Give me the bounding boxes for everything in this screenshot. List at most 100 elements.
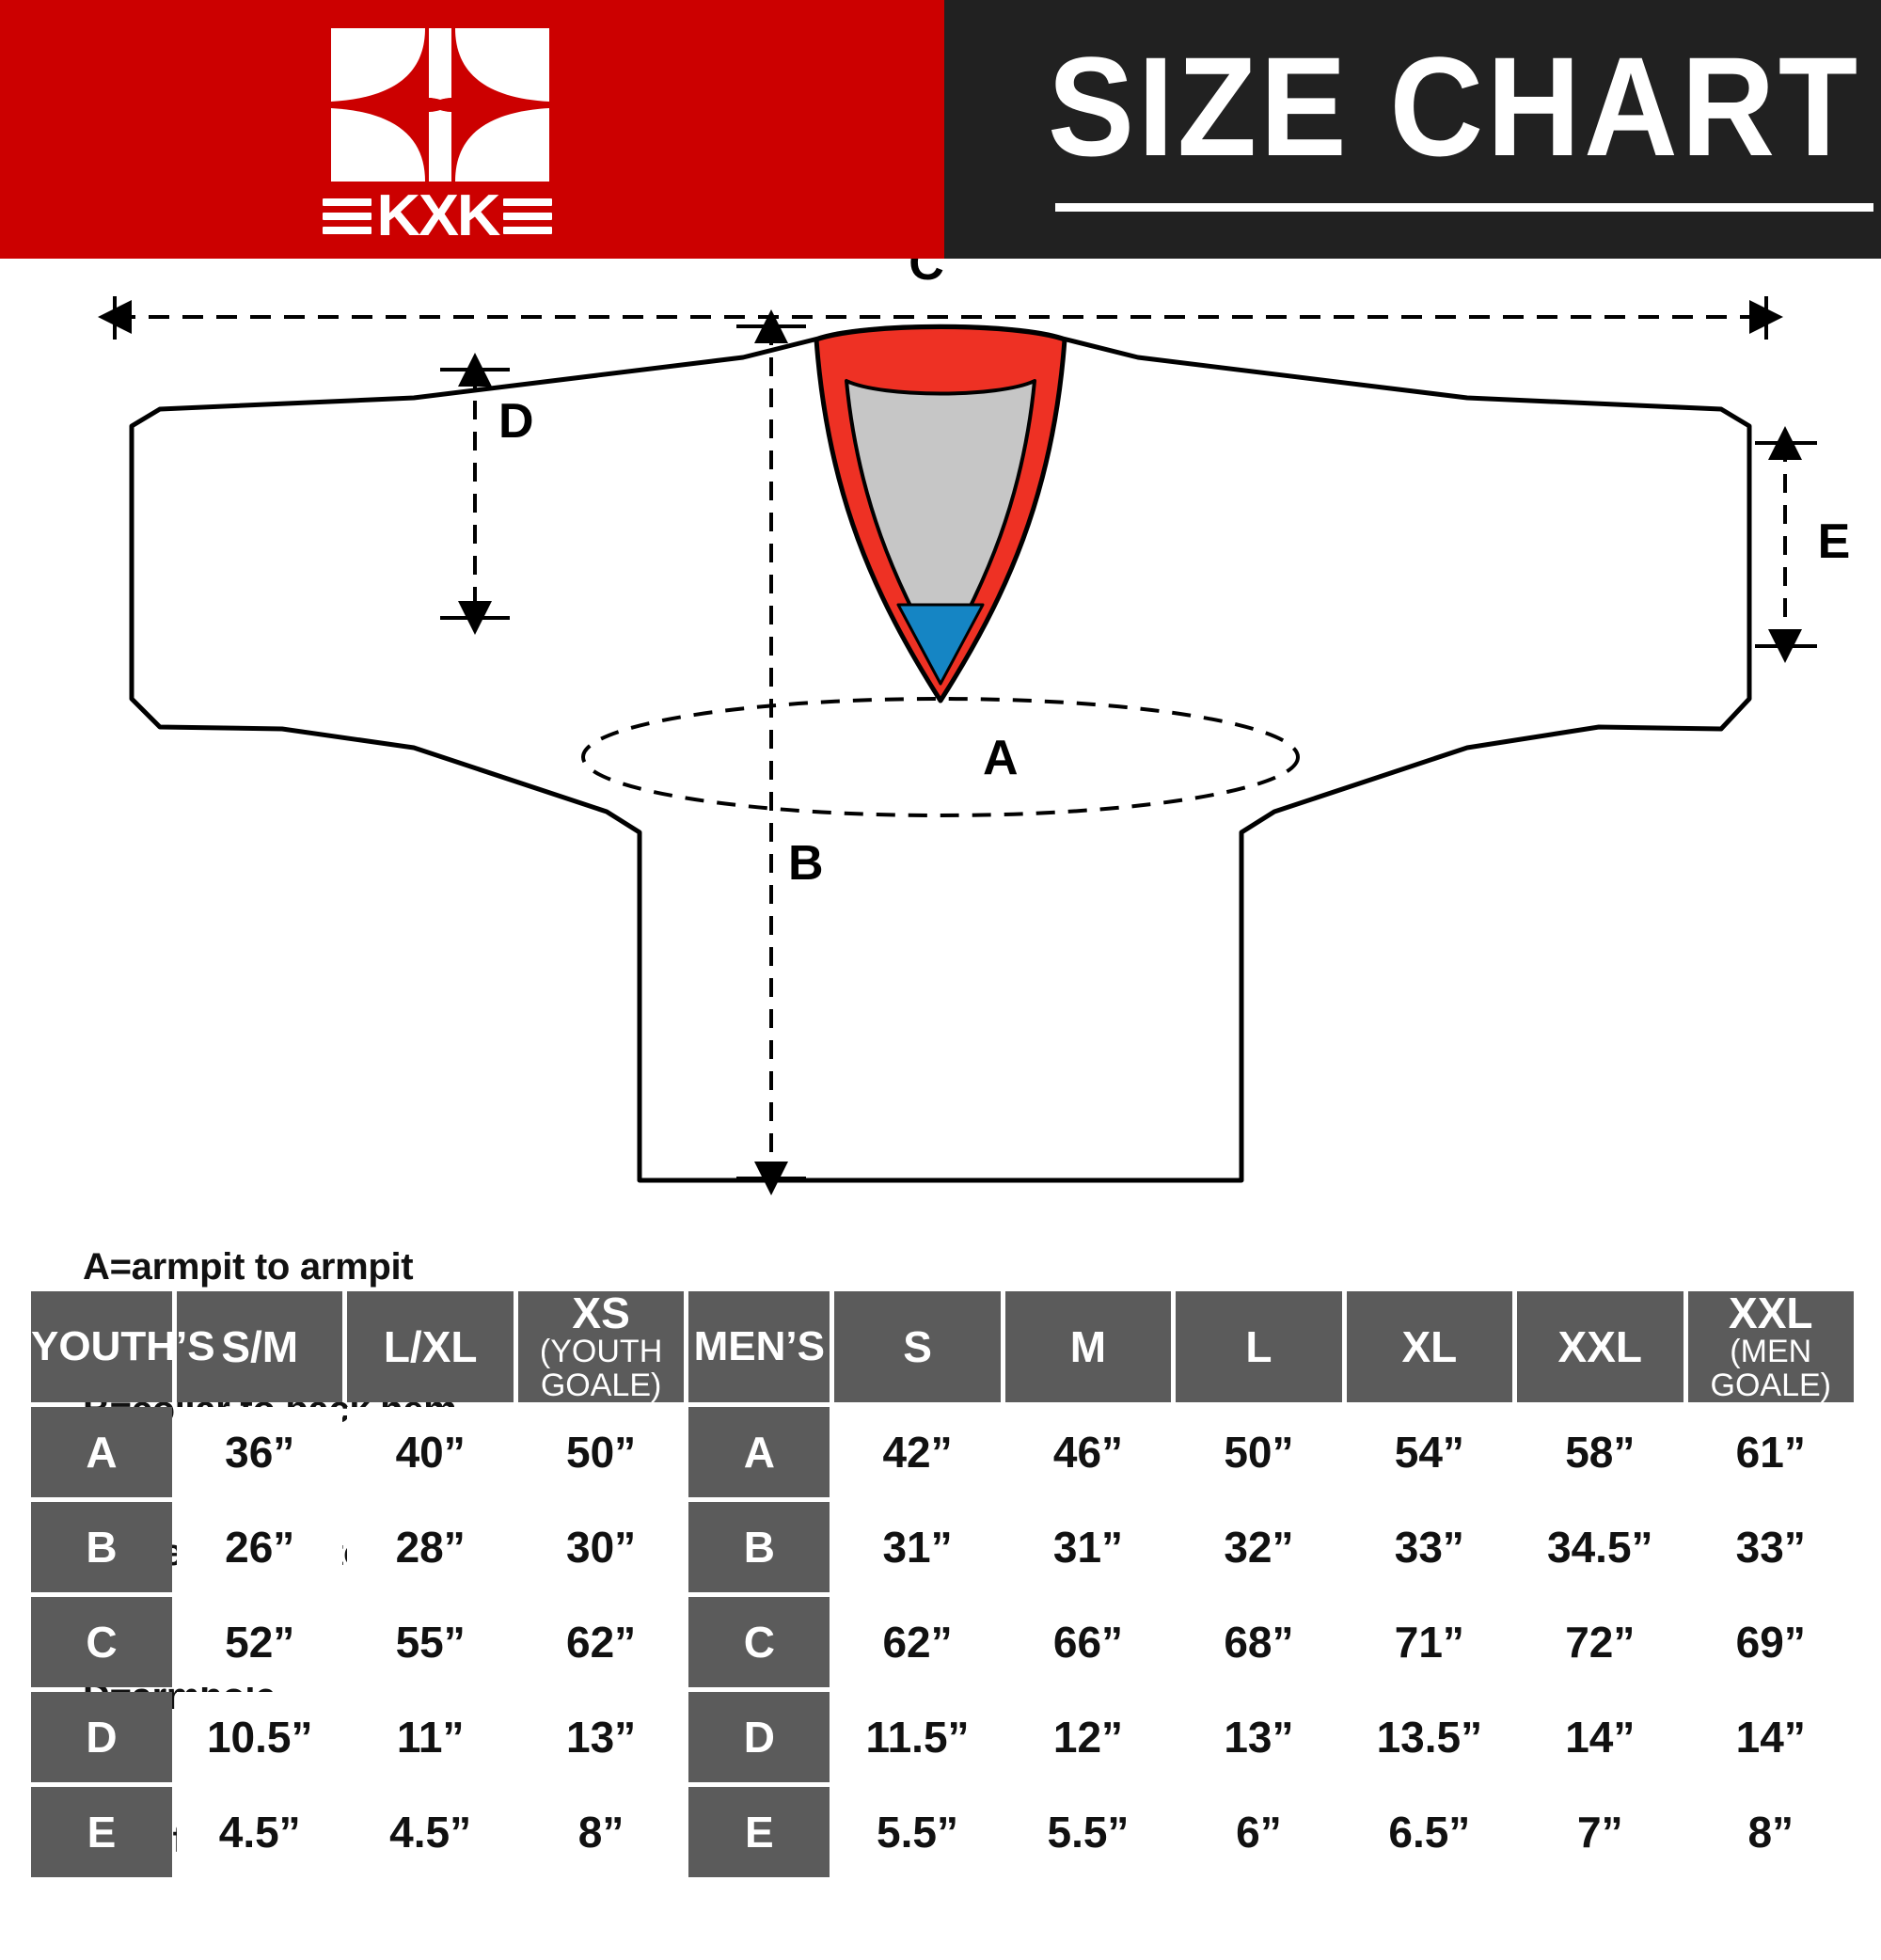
row-label-a-youth: A <box>31 1407 172 1498</box>
cell-mens-d-5: 14” <box>1687 1692 1854 1783</box>
header-mens-l: L <box>1176 1291 1342 1403</box>
kxk-wordmark: KXK <box>310 183 564 248</box>
cell-mens-b-1: 31” <box>1004 1502 1172 1593</box>
cell-mens-e-4: 7” <box>1517 1787 1683 1878</box>
header-youth-sm: S/M <box>177 1291 343 1403</box>
header-mens-label: MEN’S <box>688 1291 830 1403</box>
triple-bar-icon-right <box>503 198 553 234</box>
svg-text:B: B <box>788 836 824 891</box>
header-mens-xxl: XXL <box>1517 1291 1683 1403</box>
cell-mens-c-2: 68” <box>1176 1597 1342 1688</box>
cell-mens-e-2: 6” <box>1176 1787 1342 1878</box>
row-label-b-mens: B <box>688 1502 830 1593</box>
cell-youth-b-0: 26” <box>177 1502 343 1593</box>
cell-mens-e-0: 5.5” <box>834 1787 1001 1878</box>
header-youth-xs-big: XS <box>572 1288 630 1337</box>
header-mens-s-big: S <box>903 1321 932 1371</box>
header-mens-m-big: M <box>1069 1321 1107 1371</box>
cell-mens-e-5: 8” <box>1687 1787 1854 1878</box>
header-youth-label: YOUTH’S <box>31 1291 215 1403</box>
cell-mens-d-2: 13” <box>1176 1692 1342 1783</box>
cell-youth-b-1: 28” <box>347 1502 514 1593</box>
cell-youth-c-2: 62” <box>517 1597 685 1688</box>
header-mens-xxlg-sub: (MEN GOALE) <box>1710 1333 1831 1403</box>
cell-mens-a-4: 58” <box>1517 1407 1683 1498</box>
table-header-row: YOUTH’S S/M L/XL XS (YOUTH GOALE) MEN’S … <box>31 1288 1854 1403</box>
cell-mens-b-5: 33” <box>1687 1502 1854 1593</box>
table-row: D 10.5” 11” 13” D 11.5” 12” 13” 13.5” 14… <box>31 1692 1854 1783</box>
cell-youth-b-2: 30” <box>517 1502 685 1593</box>
cell-youth-e-1: 4.5” <box>347 1787 514 1878</box>
triple-bar-icon-left <box>322 198 371 234</box>
wordmark-text: KXK <box>376 183 500 248</box>
header-youth-lxl-big: L/XL <box>383 1321 478 1371</box>
row-label-e-youth: E <box>31 1787 172 1878</box>
size-table: YOUTH’S S/M L/XL XS (YOUTH GOALE) MEN’S … <box>26 1287 1858 1882</box>
header-mens-m: M <box>1004 1291 1172 1403</box>
header-mens-xl: XL <box>1346 1291 1513 1403</box>
cell-youth-d-1: 11” <box>347 1692 514 1783</box>
cell-mens-d-0: 11.5” <box>834 1692 1001 1783</box>
svg-text:E: E <box>1818 514 1851 569</box>
header-youth-lxl: L/XL <box>347 1291 514 1403</box>
svg-text:D: D <box>498 394 534 449</box>
page-title: SIZE CHART <box>1048 27 1881 185</box>
header-mens-l-big: L <box>1245 1321 1272 1371</box>
header-brand-panel: KXK <box>0 0 944 259</box>
size-table-body: YOUTH’S S/M L/XL XS (YOUTH GOALE) MEN’S … <box>31 1288 1854 1878</box>
cell-youth-c-0: 52” <box>177 1597 343 1688</box>
cell-youth-a-2: 50” <box>517 1407 685 1498</box>
header-mens-xl-big: XL <box>1401 1321 1458 1371</box>
cell-youth-e-2: 8” <box>517 1787 685 1878</box>
header-mens-xxlg-big: XXL <box>1729 1288 1813 1337</box>
row-label-a-mens: A <box>688 1407 830 1498</box>
cell-youth-d-2: 13” <box>517 1692 685 1783</box>
size-chart-page: KXK SIZE CHART <box>0 0 1881 1882</box>
brand-logo: KXK <box>310 23 564 248</box>
cell-youth-d-0: 10.5” <box>177 1692 343 1783</box>
page-title-text: SIZE CHART <box>1048 27 1861 185</box>
row-label-c-youth: C <box>31 1597 172 1688</box>
cell-mens-a-0: 42” <box>834 1407 1001 1498</box>
cell-mens-b-2: 32” <box>1176 1502 1342 1593</box>
table-row: C 52” 55” 62” C 62” 66” 68” 71” 72” 69” <box>31 1597 1854 1688</box>
header-youth-sm-big: S/M <box>221 1321 299 1371</box>
cell-youth-e-0: 4.5” <box>177 1787 343 1878</box>
cell-mens-e-1: 5.5” <box>1004 1787 1172 1878</box>
cell-mens-d-1: 12” <box>1004 1692 1172 1783</box>
svg-text:A: A <box>983 731 1019 785</box>
row-label-b-youth: B <box>31 1502 172 1593</box>
page-header: KXK SIZE CHART <box>0 0 1881 259</box>
title-underline <box>1055 203 1873 212</box>
cell-mens-d-3: 13.5” <box>1346 1692 1513 1783</box>
cell-mens-a-5: 61” <box>1687 1407 1854 1498</box>
cell-mens-b-3: 33” <box>1346 1502 1513 1593</box>
cell-mens-a-3: 54” <box>1346 1407 1513 1498</box>
header-youth-xs-goalie: XS (YOUTH GOALE) <box>517 1288 685 1403</box>
cell-mens-a-2: 50” <box>1176 1407 1342 1498</box>
row-label-d-youth: D <box>31 1692 172 1783</box>
table-row: A 36” 40” 50” A 42” 46” 50” 54” 58” 61” <box>31 1407 1854 1498</box>
jersey-diagram: D B C E A A=armpit to armpit B=collar to… <box>0 259 1881 1860</box>
header-title-panel: SIZE CHART <box>944 0 1881 259</box>
table-row: B 26” 28” 30” B 31” 31” 32” 33” 34.5” 33… <box>31 1502 1854 1593</box>
header-youth-xs-sub: (YOUTH GOALE) <box>539 1333 663 1403</box>
header-mens-xxl-big: XXL <box>1557 1321 1643 1371</box>
header-mens-s: S <box>834 1291 1001 1403</box>
svg-text:C: C <box>909 259 944 291</box>
cell-mens-c-5: 69” <box>1687 1597 1854 1688</box>
row-label-c-mens: C <box>688 1597 830 1688</box>
cell-mens-c-0: 62” <box>834 1597 1001 1688</box>
kxk-butterfly-mark-icon <box>327 23 553 187</box>
header-mens-xxl-goalie: XXL (MEN GOALE) <box>1687 1288 1854 1403</box>
size-table-grid: YOUTH’S S/M L/XL XS (YOUTH GOALE) MEN’S … <box>26 1287 1858 1882</box>
cell-mens-c-1: 66” <box>1004 1597 1172 1688</box>
row-label-d-mens: D <box>688 1692 830 1783</box>
cell-youth-a-1: 40” <box>347 1407 514 1498</box>
cell-mens-a-1: 46” <box>1004 1407 1172 1498</box>
cell-mens-e-3: 6.5” <box>1346 1787 1513 1878</box>
cell-mens-b-4: 34.5” <box>1517 1502 1683 1593</box>
cell-youth-c-1: 55” <box>347 1597 514 1688</box>
cell-mens-b-0: 31” <box>834 1502 1001 1593</box>
cell-mens-c-3: 71” <box>1346 1597 1513 1688</box>
